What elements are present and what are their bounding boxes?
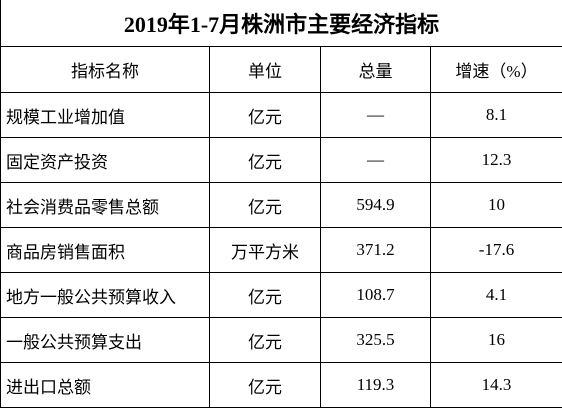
data-cell: 12.3 <box>429 137 562 183</box>
data-cell: — <box>320 92 431 138</box>
header-cell: 单位 <box>209 46 321 93</box>
data-cell: 325.5 <box>320 317 431 363</box>
indicator-name: 一般公共预算支出 <box>0 317 210 363</box>
data-row: 一般公共预算支出 亿元 325.5 16 <box>0 317 562 363</box>
table-title: 2019年1-7月株洲市主要经济指标 <box>0 0 562 47</box>
data-row: 社会消费品零售总额 亿元 594.9 10 <box>0 182 562 228</box>
data-cell: 16 <box>429 317 562 363</box>
data-cell: 亿元 <box>209 92 321 138</box>
indicator-name: 社会消费品零售总额 <box>0 182 210 228</box>
title-row: 2019年1-7月株洲市主要经济指标 <box>0 0 562 47</box>
indicator-name: 商品房销售面积 <box>0 227 210 273</box>
data-cell: 万平方米 <box>209 227 321 273</box>
indicator-name: 固定资产投资 <box>0 137 210 183</box>
data-cell: 亿元 <box>209 272 321 318</box>
data-cell: 亿元 <box>209 137 321 183</box>
header-cell: 增速（%） <box>429 46 562 93</box>
data-cell: 371.2 <box>320 227 431 273</box>
header-cell: 总量 <box>320 46 431 93</box>
indicator-name: 规模工业增加值 <box>0 92 210 138</box>
data-row: 地方一般公共预算收入 亿元 108.7 4.1 <box>0 272 562 318</box>
data-cell: 10 <box>429 182 562 228</box>
data-cell: 14.3 <box>429 362 562 408</box>
data-row: 进出口总额 亿元 119.3 14.3 <box>0 362 562 408</box>
data-cell: 108.7 <box>320 272 431 318</box>
data-row: 规模工业增加值 亿元 —8.1 <box>0 92 562 138</box>
data-cell: 4.1 <box>429 272 562 318</box>
data-cell: 594.9 <box>320 182 431 228</box>
data-cell: 119.3 <box>320 362 431 408</box>
indicator-name: 进出口总额 <box>0 362 210 408</box>
data-row: 固定资产投资 亿元 —12.3 <box>0 137 562 183</box>
data-cell: 8.1 <box>429 92 562 138</box>
header-row: 指标名称 单位 总量 增速（%） <box>0 46 562 93</box>
data-cell: -17.6 <box>429 227 562 273</box>
data-cell: 亿元 <box>209 317 321 363</box>
data-cell: 亿元 <box>209 362 321 408</box>
data-row: 商品房销售面积 万平方米 371.2 -17.6 <box>0 227 562 273</box>
data-cell: 亿元 <box>209 182 321 228</box>
indicator-name: 地方一般公共预算收入 <box>0 272 210 318</box>
data-cell: — <box>320 137 431 183</box>
header-cell: 指标名称 <box>0 46 210 93</box>
